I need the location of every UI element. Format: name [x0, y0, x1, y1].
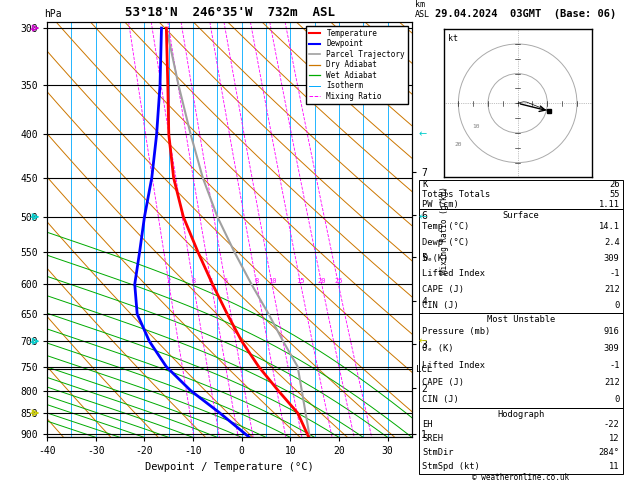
Legend: Temperature, Dewpoint, Parcel Trajectory, Dry Adiabat, Wet Adiabat, Isotherm, Mi: Temperature, Dewpoint, Parcel Trajectory…	[306, 26, 408, 104]
Text: -1: -1	[609, 269, 620, 278]
Text: 284°: 284°	[599, 449, 620, 457]
Text: 4: 4	[209, 278, 213, 284]
Text: 29.04.2024  03GMT  (Base: 06): 29.04.2024 03GMT (Base: 06)	[435, 9, 616, 19]
Text: 12: 12	[609, 434, 620, 443]
Text: 20: 20	[455, 142, 462, 147]
Text: 25: 25	[334, 278, 343, 284]
Text: K: K	[422, 180, 427, 189]
Text: 916: 916	[604, 327, 620, 336]
Text: 309: 309	[604, 344, 620, 353]
Text: CIN (J): CIN (J)	[422, 395, 459, 404]
Text: ➤: ➤	[26, 22, 36, 34]
Text: ←: ←	[418, 212, 426, 222]
Text: -1: -1	[609, 361, 620, 370]
Text: 8: 8	[255, 278, 259, 284]
Text: 212: 212	[604, 285, 620, 295]
Text: hPa: hPa	[44, 9, 62, 19]
Text: SREH: SREH	[422, 434, 443, 443]
Text: 55: 55	[609, 190, 620, 199]
Text: 20: 20	[318, 278, 326, 284]
Text: 10: 10	[472, 124, 480, 129]
Text: Surface: Surface	[503, 211, 539, 220]
Text: θₑ(K): θₑ(K)	[422, 254, 448, 263]
Text: Mixing Ratio (g/kg): Mixing Ratio (g/kg)	[440, 186, 449, 274]
Text: 5: 5	[223, 278, 228, 284]
Text: 14.1: 14.1	[599, 222, 620, 231]
Text: -22: -22	[604, 420, 620, 430]
Text: Lifted Index: Lifted Index	[422, 269, 485, 278]
Text: CIN (J): CIN (J)	[422, 301, 459, 310]
Text: ←: ←	[418, 129, 426, 139]
Text: ➤: ➤	[26, 336, 36, 347]
Text: 3: 3	[191, 278, 196, 284]
Text: 26: 26	[609, 180, 620, 189]
Text: 212: 212	[604, 378, 620, 387]
Text: km
ASL: km ASL	[415, 0, 430, 19]
Text: Hodograph: Hodograph	[497, 410, 545, 419]
Text: Dewp (°C): Dewp (°C)	[422, 238, 469, 247]
Text: LCL: LCL	[416, 364, 431, 374]
Text: 0: 0	[615, 395, 620, 404]
Text: © weatheronline.co.uk: © weatheronline.co.uk	[472, 473, 569, 482]
Text: CAPE (J): CAPE (J)	[422, 285, 464, 295]
Text: ➤: ➤	[26, 407, 36, 418]
Text: 0: 0	[615, 301, 620, 310]
Text: 1.11: 1.11	[599, 200, 620, 208]
Text: Temp (°C): Temp (°C)	[422, 222, 469, 231]
Text: Totals Totals: Totals Totals	[422, 190, 491, 199]
Text: EH: EH	[422, 420, 433, 430]
Text: ←: ←	[418, 336, 426, 346]
Text: StmSpd (kt): StmSpd (kt)	[422, 462, 480, 471]
Text: 15: 15	[296, 278, 305, 284]
Text: 11: 11	[609, 462, 620, 471]
Text: Pressure (mb): Pressure (mb)	[422, 327, 491, 336]
Text: CAPE (J): CAPE (J)	[422, 378, 464, 387]
Text: 53°18'N  246°35'W  732m  ASL: 53°18'N 246°35'W 732m ASL	[125, 6, 335, 19]
Text: 2: 2	[167, 278, 171, 284]
Text: StmDir: StmDir	[422, 449, 454, 457]
Text: Lifted Index: Lifted Index	[422, 361, 485, 370]
Text: kt: kt	[448, 34, 458, 43]
Text: ➤: ➤	[26, 211, 36, 223]
Text: 309: 309	[604, 254, 620, 263]
X-axis label: Dewpoint / Temperature (°C): Dewpoint / Temperature (°C)	[145, 462, 314, 472]
Text: Most Unstable: Most Unstable	[487, 315, 555, 324]
Text: 2.4: 2.4	[604, 238, 620, 247]
Text: θₑ (K): θₑ (K)	[422, 344, 454, 353]
Text: 10: 10	[268, 278, 276, 284]
Text: PW (cm): PW (cm)	[422, 200, 459, 208]
